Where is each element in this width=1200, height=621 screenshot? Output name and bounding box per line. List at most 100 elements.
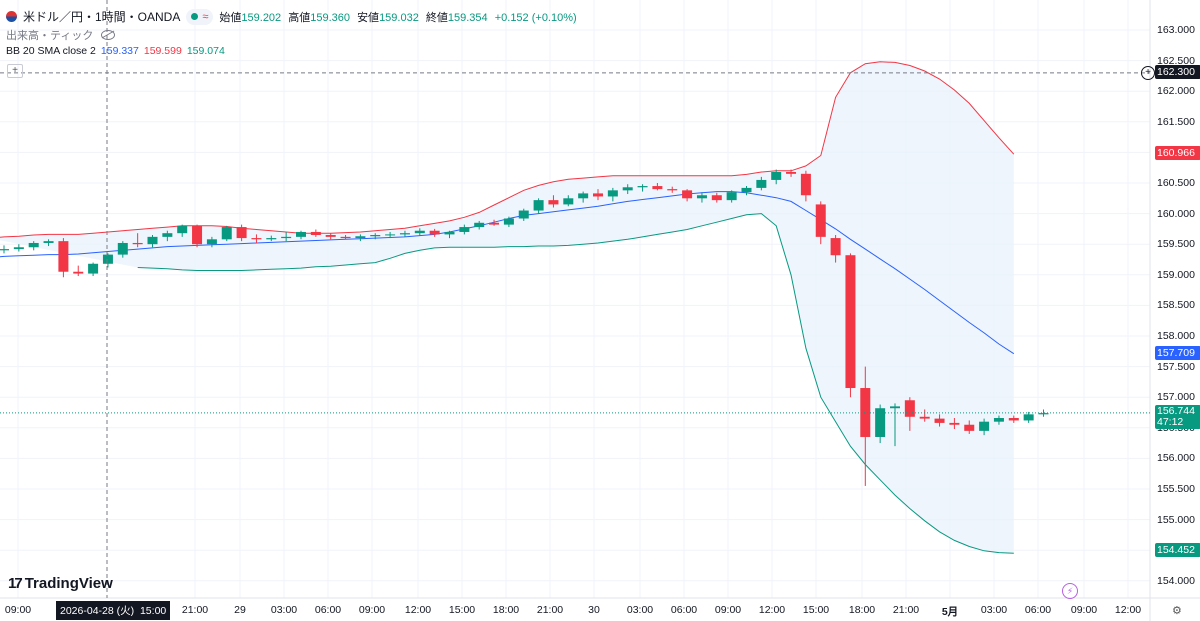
candle-body[interactable] — [370, 235, 381, 237]
settings-gear-icon[interactable]: ⚙ — [1172, 605, 1182, 617]
candle-body[interactable] — [756, 179, 767, 188]
candle-body[interactable] — [622, 187, 633, 191]
time-tick-label: 09:00 — [714, 604, 742, 616]
candle-body[interactable] — [251, 238, 262, 240]
candle-body[interactable] — [563, 198, 574, 205]
candle-body[interactable] — [310, 231, 321, 236]
candle-body[interactable] — [815, 204, 826, 237]
candle-body[interactable] — [607, 190, 618, 197]
candle-body[interactable] — [860, 388, 871, 437]
candle-body[interactable] — [489, 222, 500, 225]
candle-body[interactable] — [385, 234, 396, 236]
high-label: 高値 — [288, 11, 311, 24]
candle-body[interactable] — [266, 238, 277, 240]
candle-body[interactable] — [845, 255, 856, 389]
candle-body[interactable] — [117, 242, 128, 255]
candle-body[interactable] — [1023, 414, 1034, 421]
candle-body[interactable] — [102, 254, 113, 264]
candle-body[interactable] — [58, 241, 69, 272]
candle-body[interactable] — [518, 210, 529, 219]
time-tick-label: 03:00 — [980, 604, 1008, 616]
candle-body[interactable] — [147, 236, 158, 245]
candle-body[interactable] — [13, 247, 24, 250]
candle-body[interactable] — [726, 192, 737, 201]
candle-body[interactable] — [875, 408, 886, 437]
candle-body[interactable] — [949, 422, 960, 425]
candle-body[interactable] — [771, 171, 782, 180]
crosshair-price-tag: 162.300 — [1155, 65, 1200, 79]
candle-body[interactable] — [340, 236, 351, 239]
crosshair-time: 15:00 — [139, 605, 167, 617]
bollinger-legend[interactable]: BB 20 SMA close 2 159.337 159.599 159.07… — [6, 45, 225, 57]
candle-body[interactable] — [192, 225, 203, 245]
candle-body[interactable] — [1038, 413, 1049, 415]
candle-body[interactable] — [88, 263, 99, 274]
candle-body[interactable] — [43, 241, 54, 243]
candle-body[interactable] — [399, 233, 410, 235]
candle-body[interactable] — [711, 195, 722, 201]
candle-body[interactable] — [325, 235, 336, 237]
candle-body[interactable] — [800, 173, 811, 196]
candle-body[interactable] — [177, 225, 188, 234]
candle-body[interactable] — [429, 230, 440, 235]
symbol-title[interactable]: 米ドル／円・1時間・OANDA — [23, 10, 181, 24]
candle-body[interactable] — [904, 400, 915, 417]
candle-body[interactable] — [667, 189, 678, 191]
candle-body[interactable] — [503, 218, 514, 225]
ohlc-values: 始値159.202 高値159.360 安値159.032 終値159.354 … — [219, 9, 580, 25]
candle-body[interactable] — [830, 238, 841, 256]
candle-body[interactable] — [459, 227, 470, 232]
candle-body[interactable] — [221, 227, 232, 240]
candle-body[interactable] — [206, 239, 217, 245]
time-tick-label: 15:00 — [802, 604, 830, 616]
candle-body[interactable] — [979, 421, 990, 431]
candle-body[interactable] — [993, 418, 1004, 422]
candle-body[interactable] — [281, 236, 292, 239]
last-price-value: 156.744 — [1157, 405, 1195, 417]
market-status-pill[interactable]: ≈ — [186, 8, 214, 25]
candle-body[interactable] — [682, 190, 693, 199]
candle-body[interactable] — [414, 230, 425, 234]
candle-body[interactable] — [1008, 418, 1019, 421]
candle-body[interactable] — [444, 231, 455, 235]
price-tick-label: 159.500 — [1157, 238, 1195, 251]
change-value: +0.152 (+0.10%) — [494, 11, 577, 24]
candle-body[interactable] — [0, 249, 9, 251]
candle-body[interactable] — [28, 242, 39, 248]
candle-body[interactable] — [236, 227, 247, 239]
candle-body[interactable] — [548, 200, 559, 205]
candle-body[interactable] — [132, 242, 143, 245]
candle-body[interactable] — [652, 186, 663, 190]
volume-legend[interactable]: 出来高・ティック — [6, 27, 116, 43]
price-tick-label: 158.500 — [1157, 299, 1195, 312]
candle-body[interactable] — [162, 233, 173, 237]
candle-body[interactable] — [73, 271, 84, 274]
close-value: 159.354 — [447, 11, 488, 24]
candle-body[interactable] — [355, 236, 366, 239]
bb-upper-value: 159.599 — [143, 45, 182, 57]
candle-body[interactable] — [964, 424, 975, 431]
crosshair-date: 2026-04-28 (火) — [60, 605, 135, 617]
wave-icon: ≈ — [202, 10, 209, 23]
candle-body[interactable] — [593, 193, 603, 197]
candle-body[interactable] — [741, 187, 752, 193]
lightning-icon[interactable]: ⚡ — [1062, 583, 1078, 599]
crosshair-add-icon[interactable]: + — [1141, 66, 1155, 80]
candle-body[interactable] — [296, 231, 306, 237]
candle-body[interactable] — [786, 171, 797, 174]
candle-body[interactable] — [890, 406, 900, 409]
tradingview-logo[interactable]: 17 TradingView — [8, 575, 113, 592]
hidden-eye-icon[interactable] — [101, 30, 116, 40]
candle-body[interactable] — [578, 193, 589, 199]
candle-body[interactable] — [919, 416, 930, 419]
candle-body[interactable] — [474, 222, 485, 228]
candle-body[interactable] — [696, 195, 707, 199]
time-tick-label: 12:00 — [1114, 604, 1142, 616]
candle-body[interactable] — [934, 418, 945, 423]
candle-body[interactable] — [637, 186, 648, 188]
candle-body[interactable] — [533, 200, 544, 211]
add-indicator-plus-icon[interactable]: + — [7, 64, 23, 78]
price-tick-label: 160.000 — [1157, 207, 1195, 220]
